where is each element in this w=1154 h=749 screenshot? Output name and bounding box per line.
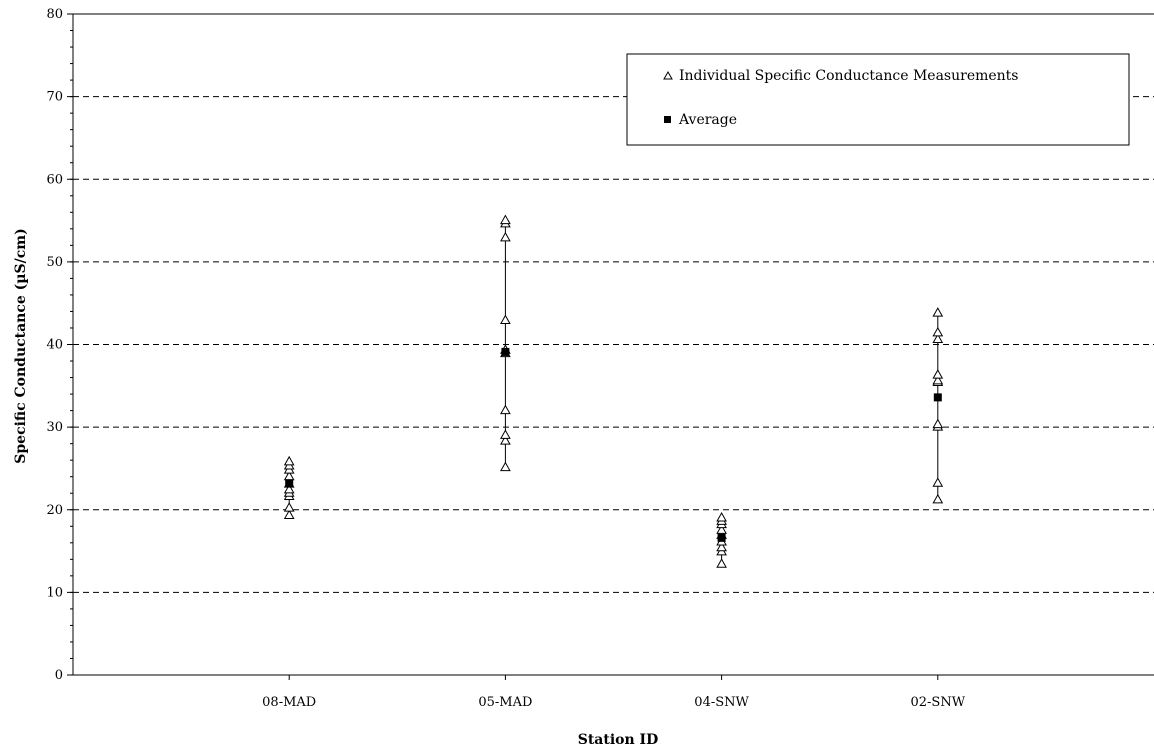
gridlines <box>73 13 1154 593</box>
measurement-point <box>500 214 511 225</box>
measurement-point <box>500 404 511 415</box>
y-tick-label: 0 <box>55 668 63 683</box>
measurement-point <box>283 502 295 512</box>
measurement-point <box>932 369 944 379</box>
y-tick-label: 70 <box>46 90 63 105</box>
tick-labels: 0 10 20 30 40 50 60 70 80 08-MAD 05-MAD 04-SNW 02-SN… <box>46 7 965 710</box>
y-tick-label: 60 <box>46 172 63 187</box>
measurement-point <box>283 483 295 494</box>
measurement-point <box>500 314 511 325</box>
y-tick-label: 10 <box>46 585 63 600</box>
x-tick-label: 08-MAD <box>262 695 316 710</box>
legend-box <box>626 53 1130 146</box>
measurement-point <box>932 493 944 504</box>
legend-square-icon <box>664 116 671 123</box>
x-tick-label: 04-SNW <box>694 695 749 710</box>
legend-label-individual: Individual Specific Conductance Measurem… <box>679 68 1019 84</box>
x-axis-title: Station ID <box>578 732 659 748</box>
measurement-point <box>932 326 944 337</box>
measurement-point <box>932 374 944 385</box>
x-tick-label: 05-MAD <box>478 695 532 710</box>
legend-label-average: Average <box>678 112 737 128</box>
average-point <box>285 479 294 488</box>
axes <box>67 13 1154 680</box>
y-tick-label: 20 <box>46 503 63 518</box>
y-tick-label: 30 <box>46 420 63 435</box>
average-point <box>501 347 510 356</box>
measurement-point <box>500 435 511 445</box>
measurement-point <box>716 558 727 568</box>
y-tick-label: 40 <box>46 338 63 353</box>
measurement-point <box>716 541 727 552</box>
measurement-point <box>283 455 295 466</box>
y-tick-label: 50 <box>46 255 63 270</box>
measurement-point <box>932 418 944 429</box>
average-point <box>717 533 726 542</box>
average-point <box>933 393 942 402</box>
range-lines <box>288 220 939 565</box>
measurement-point <box>283 509 295 520</box>
measurement-point <box>716 511 727 522</box>
y-tick-label: 80 <box>46 7 63 22</box>
y-axis-title: Specific Conductance (µS/cm) <box>13 228 29 463</box>
measurement-point <box>932 477 944 487</box>
measurement-point <box>716 524 727 534</box>
measurement-point <box>500 461 511 472</box>
measurement-point <box>500 429 511 439</box>
measurement-point <box>932 307 944 317</box>
legend-triangle-icon <box>663 70 673 80</box>
measurement-point <box>500 231 511 242</box>
x-tick-label: 02-SNW <box>911 695 966 710</box>
data-markers <box>283 214 944 568</box>
legend: Individual Specific Conductance Measurem… <box>626 53 1130 146</box>
measurement-point <box>932 333 944 344</box>
